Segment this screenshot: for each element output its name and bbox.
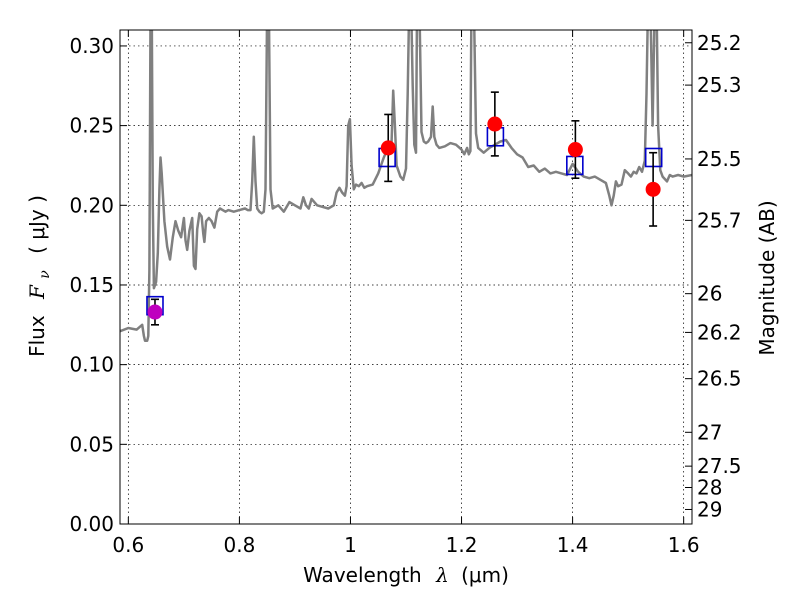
axis-ticks: 0.6 0.8 1 1.2 1.4 1.6 0.00 0.05 0.10 0.15 0.20 0.25… <box>69 30 742 557</box>
x-tick-label: 1.4 <box>557 533 589 557</box>
y2-tick-label: 25.3 <box>697 73 742 97</box>
observed-point <box>147 304 163 320</box>
y-axis-label-symbol: F <box>25 284 49 300</box>
y2-tick-label: 29 <box>697 497 722 521</box>
y2-axis-label: Magnitude (AB) <box>755 200 779 355</box>
y2-tick-label: 25.2 <box>697 31 742 55</box>
grid-lines <box>120 30 692 525</box>
y-tick-label: 0.10 <box>69 353 114 377</box>
y2-tick-label: 26.5 <box>697 367 742 391</box>
y2-tick-label: 27.5 <box>697 454 742 478</box>
y-axis-label-text: Flux <box>25 315 49 357</box>
observed-point <box>380 140 396 156</box>
y-tick-label: 0.05 <box>69 432 114 456</box>
y2-tick-label: 28 <box>697 475 722 499</box>
y-tick-label: 0.15 <box>69 273 114 297</box>
y-tick-label: 0.00 <box>69 512 114 536</box>
x-axis-label-text: Wavelength <box>303 563 422 587</box>
y-tick-label: 0.30 <box>69 34 114 58</box>
x-tick-label: 0.6 <box>112 533 144 557</box>
x-tick-label: 0.8 <box>223 533 255 557</box>
y-axis-label: Flux F ν ( μJy ) <box>25 195 54 357</box>
observed-point <box>567 142 583 158</box>
y-axis-label-subscript: ν <box>37 270 53 279</box>
spectrum-line <box>120 30 692 342</box>
x-tick-label: 1.2 <box>446 533 478 557</box>
x-axis-label-symbol: λ <box>435 563 449 587</box>
y2-tick-label: 25.5 <box>697 147 742 171</box>
x-axis-label: Wavelength λ (μm) <box>303 563 509 587</box>
y2-tick-label: 25.7 <box>697 208 742 232</box>
plot-area <box>120 30 692 342</box>
observed-point <box>487 116 503 132</box>
x-tick-label: 1.6 <box>668 533 700 557</box>
y2-tick-label: 26.2 <box>697 320 742 344</box>
plot-frame <box>119 29 693 525</box>
y-axis-label-unit: ( μJy ) <box>25 195 49 254</box>
x-tick-label: 1 <box>344 533 357 557</box>
y2-tick-label: 26 <box>697 282 722 306</box>
observed-point <box>645 181 661 197</box>
x-axis-label-unit: (μm) <box>461 563 509 587</box>
y-tick-label: 0.20 <box>69 193 114 217</box>
y2-tick-label: 27 <box>697 420 722 444</box>
y-tick-label: 0.25 <box>69 114 114 138</box>
